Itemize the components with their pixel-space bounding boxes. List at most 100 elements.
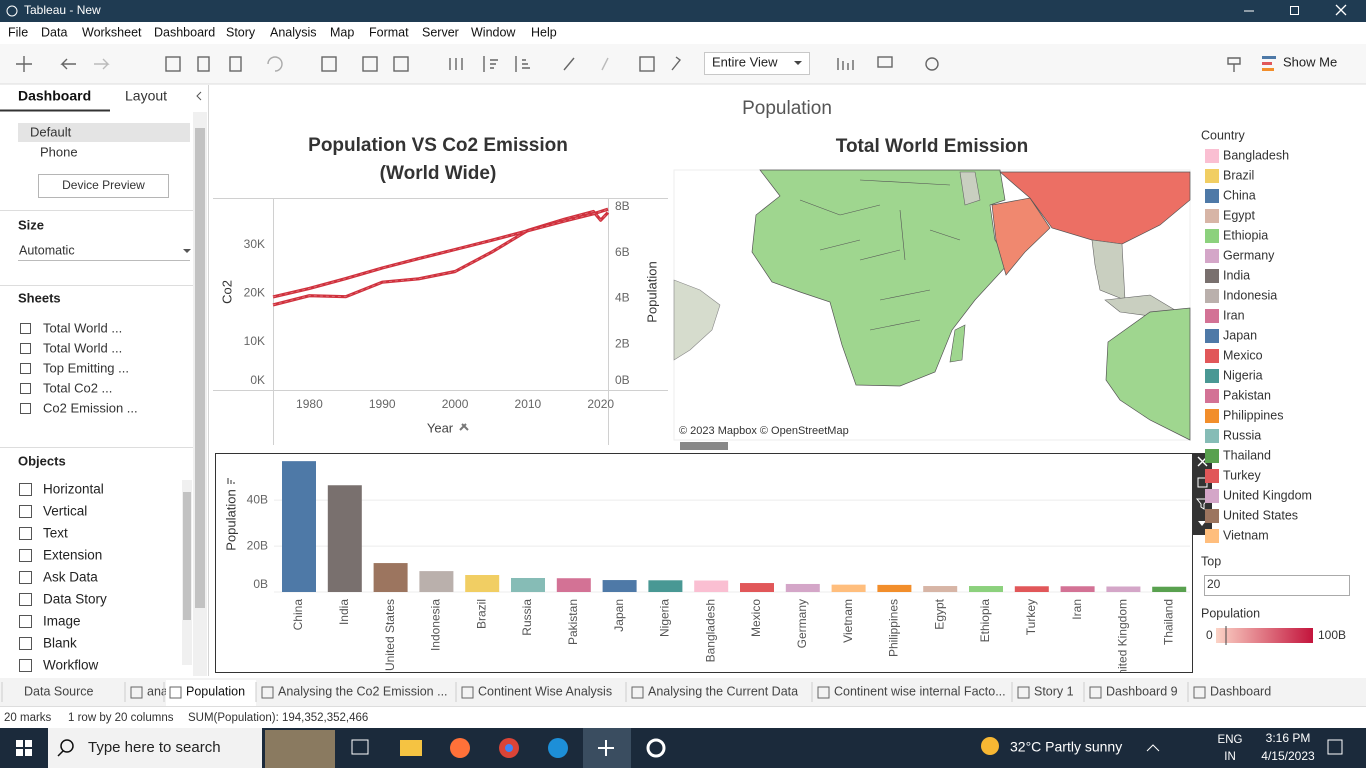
language[interactable]: IN (1224, 751, 1236, 763)
object-item[interactable]: Ask Data (43, 570, 98, 585)
legend-swatch[interactable] (1205, 369, 1219, 383)
menu-item[interactable]: Analysis (270, 25, 317, 39)
weather[interactable]: 32°C Partly sunny (1010, 739, 1122, 755)
menu-item[interactable]: Window (471, 25, 516, 39)
sheet-tab[interactable]: Continent Wise Analysis (478, 684, 612, 698)
legend-label[interactable]: China (1223, 188, 1256, 202)
filter-value[interactable]: 20 (1207, 577, 1221, 591)
legend-swatch[interactable] (1205, 189, 1219, 203)
legend-label[interactable]: United Kingdom (1223, 488, 1312, 502)
bar[interactable] (511, 577, 545, 592)
legend-label[interactable]: Mexico (1223, 348, 1263, 362)
object-item[interactable]: Data Story (43, 592, 107, 607)
sheet-item[interactable]: Co2 Emission ... (43, 400, 138, 415)
object-item[interactable]: Image (43, 614, 81, 629)
legend-swatch[interactable] (1205, 149, 1219, 163)
search-box[interactable] (48, 728, 262, 768)
legend-label[interactable]: Brazil (1223, 168, 1254, 182)
bar[interactable] (694, 580, 729, 592)
menu-item[interactable]: Story (226, 25, 256, 39)
object-item[interactable]: Horizontal (43, 482, 104, 497)
device-item[interactable]: Default (30, 124, 72, 139)
device-selected[interactable] (18, 123, 190, 142)
legend-swatch[interactable] (1205, 349, 1219, 363)
bar[interactable] (1106, 586, 1141, 592)
dropdown-arrow[interactable] (183, 249, 191, 253)
sheet-tab[interactable]: Dashboard 9 (1106, 684, 1178, 698)
sheet-tab[interactable]: Population (186, 684, 245, 698)
start-button[interactable] (16, 740, 32, 756)
sheet-tab[interactable]: Analysing the Co2 Emission ... (278, 684, 448, 698)
toolbar-icons[interactable] (16, 56, 1241, 72)
sheet-tab[interactable]: Dashboard (1210, 684, 1271, 698)
close[interactable] (1335, 4, 1347, 16)
object-item[interactable]: Text (43, 526, 68, 541)
clock-time[interactable]: 3:16 PM (1266, 731, 1311, 745)
legend-label[interactable]: Bangladesh (1223, 148, 1289, 162)
bar[interactable] (282, 461, 316, 592)
bar[interactable] (923, 586, 958, 592)
legend-label[interactable]: Turkey (1223, 468, 1261, 482)
object-item[interactable]: Vertical (43, 504, 87, 519)
bar[interactable] (785, 583, 820, 592)
legend-label[interactable]: Vietnam (1223, 528, 1269, 542)
legend-swatch[interactable] (1205, 489, 1219, 503)
legend-swatch[interactable] (1205, 289, 1219, 303)
sheet-tab[interactable]: Analysing the Current Data (648, 684, 798, 698)
legend-swatch[interactable] (1205, 329, 1219, 343)
legend-label[interactable]: Iran (1223, 308, 1245, 322)
legend-swatch[interactable] (1205, 429, 1219, 443)
taskbar-apps[interactable] (351, 728, 1343, 768)
device-preview[interactable]: Device Preview (62, 178, 145, 192)
legend-label[interactable]: India (1223, 268, 1250, 282)
panel-menu[interactable] (1198, 521, 1206, 526)
bar[interactable] (877, 584, 912, 592)
menu-item[interactable]: Server (422, 25, 459, 39)
legend-swatch[interactable] (1205, 449, 1219, 463)
menu-item[interactable]: File (8, 25, 28, 39)
object-item[interactable]: Workflow (43, 658, 99, 673)
bar[interactable] (373, 563, 408, 592)
legend-swatch[interactable] (1205, 529, 1219, 543)
legend-swatch[interactable] (1205, 409, 1219, 423)
legend-swatch[interactable] (1205, 469, 1219, 483)
drag-handle[interactable] (680, 442, 728, 450)
bar[interactable] (556, 578, 591, 592)
sheet-tab[interactable]: Continent wise internal Facto... (834, 684, 1006, 698)
sheet-item[interactable]: Top Emitting ... (43, 360, 129, 375)
menu-item[interactable]: Data (41, 25, 67, 39)
bar[interactable] (1152, 586, 1187, 592)
menu-item[interactable]: Help (531, 25, 557, 39)
bar[interactable] (740, 583, 774, 592)
legend-label[interactable]: United States (1223, 508, 1298, 522)
legend-label[interactable]: Egypt (1223, 208, 1255, 222)
bar[interactable] (327, 485, 362, 592)
legend-swatch[interactable] (1205, 309, 1219, 323)
menu-item[interactable]: Worksheet (82, 25, 142, 39)
device-item[interactable]: Phone (40, 144, 78, 159)
collapse-icon[interactable] (196, 91, 202, 101)
legend-swatch[interactable] (1205, 249, 1219, 263)
sheet-tab[interactable]: Data Source (24, 684, 94, 698)
legend-swatch[interactable] (1205, 209, 1219, 223)
legend-label[interactable]: Japan (1223, 328, 1257, 342)
bar[interactable] (465, 575, 500, 592)
legend-label[interactable]: Nigeria (1223, 368, 1263, 382)
bar[interactable] (831, 584, 866, 592)
language[interactable]: ENG (1218, 734, 1243, 746)
scroll-thumb[interactable] (195, 128, 205, 608)
bar[interactable] (419, 571, 454, 592)
fit-label[interactable]: Entire View (712, 54, 778, 69)
object-item[interactable]: Blank (43, 636, 77, 651)
bar[interactable] (969, 586, 1003, 592)
top-input-box[interactable] (1204, 575, 1350, 596)
sheet-tab[interactable]: Story 1 (1034, 684, 1074, 698)
show-me-icon[interactable] (1262, 56, 1276, 71)
device-preview-button[interactable] (38, 174, 169, 198)
legend-swatch[interactable] (1205, 389, 1219, 403)
legend-swatch[interactable] (1205, 509, 1219, 523)
fit-dropdown[interactable] (704, 52, 810, 75)
sort-icon[interactable] (227, 478, 235, 484)
sheet-item[interactable]: Total Co2 ... (43, 380, 112, 395)
legend-label[interactable]: Philippines (1223, 408, 1283, 422)
